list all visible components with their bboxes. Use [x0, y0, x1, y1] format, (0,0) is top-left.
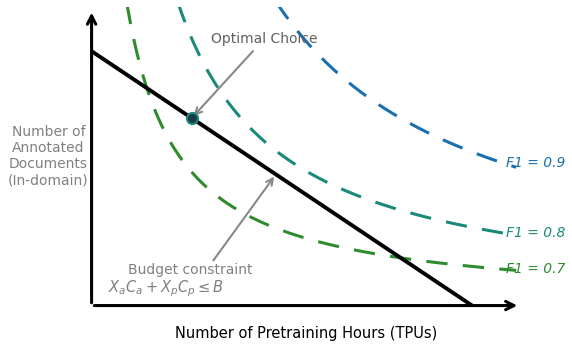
Text: Optimal Choice: Optimal Choice — [195, 32, 317, 115]
Text: Budget constraint: Budget constraint — [128, 263, 252, 277]
Text: $X_aC_a + X_pC_p \leq B$: $X_aC_a + X_pC_p \leq B$ — [108, 278, 223, 299]
Text: Number of
Annotated
Documents
(In-domain): Number of Annotated Documents (In-domain… — [8, 125, 89, 188]
Text: F1 = 0.9: F1 = 0.9 — [506, 156, 566, 170]
Text: F1 = 0.8: F1 = 0.8 — [506, 226, 566, 240]
Text: F1 = 0.7: F1 = 0.7 — [506, 262, 566, 276]
Text: Number of Pretraining Hours (TPUs): Number of Pretraining Hours (TPUs) — [174, 326, 437, 341]
